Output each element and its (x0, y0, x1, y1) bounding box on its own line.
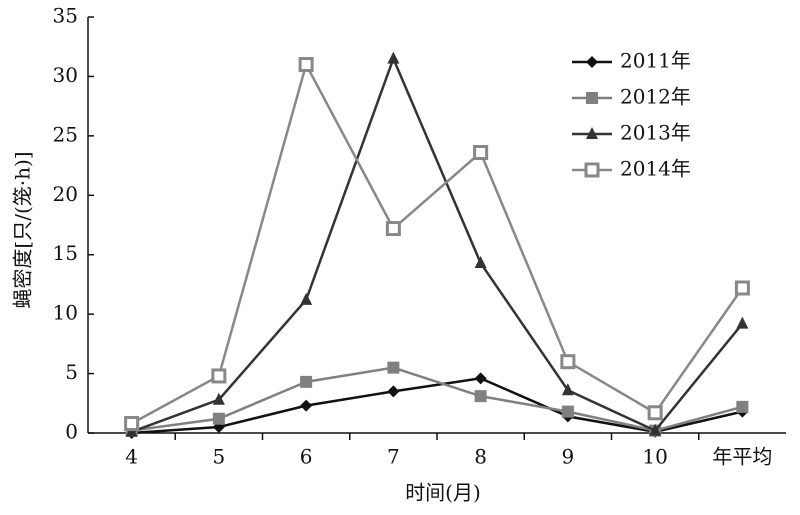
x-tick-label: 6 (300, 445, 313, 469)
marker (124, 415, 140, 431)
marker (387, 361, 400, 374)
marker (473, 144, 489, 160)
marker (474, 256, 487, 269)
marker (734, 280, 750, 296)
legend-label: 2014年 (620, 157, 691, 181)
y-tick-label: 35 (53, 4, 78, 28)
y-axis-label: 蝇密度[只/(笼·h)] (11, 151, 35, 308)
marker (561, 405, 574, 418)
marker (560, 354, 576, 370)
x-axis-label: 时间(月) (405, 481, 481, 505)
x-tick-label: 9 (562, 445, 575, 469)
series-line (131, 61, 744, 425)
x-tick-label: 5 (213, 445, 226, 469)
marker (474, 372, 487, 385)
series-line (131, 55, 744, 433)
marker (736, 316, 749, 329)
marker (385, 221, 401, 237)
marker (300, 399, 313, 412)
marker (584, 162, 600, 178)
marker (647, 405, 663, 421)
marker (300, 375, 313, 388)
marker (211, 368, 227, 384)
y-tick-label: 25 (53, 122, 78, 146)
marker (586, 127, 598, 139)
marker (474, 390, 487, 403)
x-tick-label: 7 (387, 445, 400, 469)
marker (586, 92, 598, 104)
y-tick-label: 20 (53, 182, 78, 206)
marker (298, 57, 314, 73)
marker (387, 385, 400, 398)
y-tick-label: 5 (65, 360, 78, 384)
marker (736, 400, 749, 413)
y-tick-label: 15 (53, 241, 78, 265)
legend-label: 2013年 (620, 121, 691, 145)
marker (212, 412, 225, 425)
marker (586, 56, 598, 68)
x-tick-label: 4 (125, 445, 138, 469)
x-tick-label: 年平均 (712, 445, 772, 469)
x-tick-label: 10 (642, 445, 667, 469)
series-line (131, 366, 743, 432)
marker (387, 51, 400, 64)
legend-label: 2011年 (620, 49, 691, 73)
y-tick-label: 0 (65, 420, 78, 444)
x-tick-label: 8 (474, 445, 487, 469)
marker (561, 383, 574, 396)
legend-label: 2012年 (620, 85, 691, 109)
y-tick-label: 30 (53, 63, 78, 87)
marker (649, 423, 662, 436)
marker (212, 392, 225, 405)
y-tick-label: 10 (53, 301, 78, 325)
series-line (131, 377, 743, 435)
marker (300, 292, 313, 305)
